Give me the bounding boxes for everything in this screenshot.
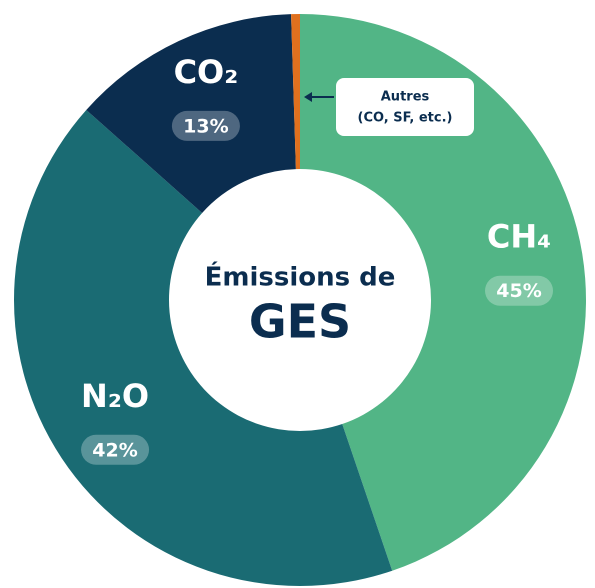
center-subtitle: GES (249, 295, 351, 349)
center-title: Émissions de (205, 261, 396, 293)
slice (300, 14, 586, 571)
value-pill (485, 275, 554, 306)
slices (14, 14, 586, 587)
slice-label: CH₄ (487, 218, 551, 256)
value-pill (81, 434, 150, 465)
annotation-title: Autres (381, 90, 430, 105)
value-label: 13% (183, 115, 228, 137)
slice (14, 109, 393, 587)
arrow-head (304, 92, 312, 102)
annotation-box (336, 78, 474, 136)
slice (291, 14, 300, 170)
slice-label: N₂O (81, 377, 149, 415)
value-pill (171, 110, 240, 141)
slice-label: CO₂ (174, 53, 239, 91)
value-label: 42% (92, 439, 137, 461)
slice (86, 14, 296, 213)
value-label: 45% (496, 280, 541, 302)
annotation-text: (CO, SF, etc.) (358, 111, 453, 126)
